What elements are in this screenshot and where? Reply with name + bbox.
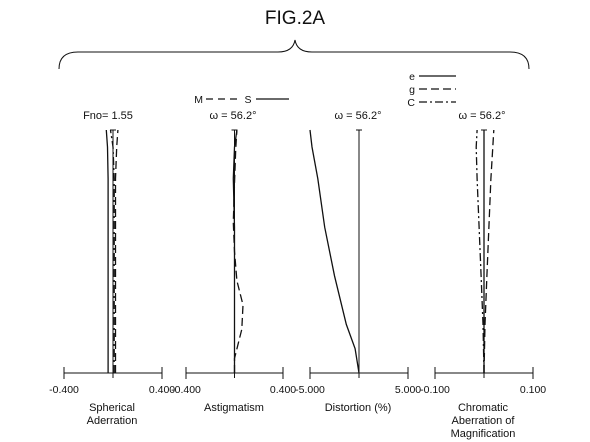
field-angle-label: ω = 56.2°	[459, 110, 506, 122]
x-tick-label-min: -0.400	[171, 384, 201, 396]
xlabel-line1: Spherical	[89, 402, 135, 414]
xlabel-line2: Aberration of	[452, 415, 516, 427]
legend-g-label: g	[409, 84, 415, 96]
xlabel-line1: Chromatic	[458, 402, 509, 414]
field-angle-label: ω = 56.2°	[210, 110, 257, 122]
wavelength-legend: e g C	[407, 71, 456, 109]
x-tick-label-max: 0.400	[149, 384, 175, 396]
series-e-line	[105, 129, 109, 373]
x-tick-label-min: -5.000	[295, 384, 325, 396]
series-m-line	[232, 129, 244, 373]
legend-e-label: e	[409, 71, 415, 83]
x-tick-label-max: 0.100	[520, 384, 546, 396]
x-tick-label-min: -0.400	[49, 384, 79, 396]
series-c-line	[109, 129, 115, 373]
xlabel-line2: Aderration	[87, 415, 138, 427]
legend-s-label: S	[244, 94, 251, 106]
series-g-line	[114, 129, 119, 373]
chromatic-aberration-panel: ω = 56.2° Chromatic Aberration of Magnif…	[420, 110, 546, 440]
xlabel-line3: Magnification	[451, 428, 516, 440]
series-s-line	[232, 129, 238, 373]
fno-label: Fno= 1.55	[83, 110, 133, 122]
field-angle-label: ω = 56.2°	[335, 110, 382, 122]
legend-m-label: M	[194, 94, 203, 106]
xlabel-line1: Distortion (%)	[325, 402, 392, 414]
distortion-panel: ω = 56.2° Distortion (%) -5.000 5.000	[295, 110, 421, 414]
xlabel-line1: Astigmatism	[204, 402, 264, 414]
grouping-brace	[58, 39, 530, 70]
legend-c-label: C	[407, 97, 415, 109]
astigmatism-panel: ω = 56.2° Astigmatism -0.400 0.400	[171, 110, 296, 414]
spherical-aberration-panel: Fno= 1.55 Spherical Aderration -0.400 0.4…	[49, 110, 175, 427]
series-g-line	[483, 129, 495, 374]
figure-title: FIG.2A	[265, 8, 326, 29]
x-tick-label-max: 0.400	[270, 384, 296, 396]
x-tick-label-min: -0.100	[420, 384, 450, 396]
x-tick-label-max: 5.000	[395, 384, 421, 396]
series-distortion-line	[309, 129, 360, 374]
series-c-line	[475, 129, 485, 374]
ms-legend: M S	[194, 94, 289, 106]
